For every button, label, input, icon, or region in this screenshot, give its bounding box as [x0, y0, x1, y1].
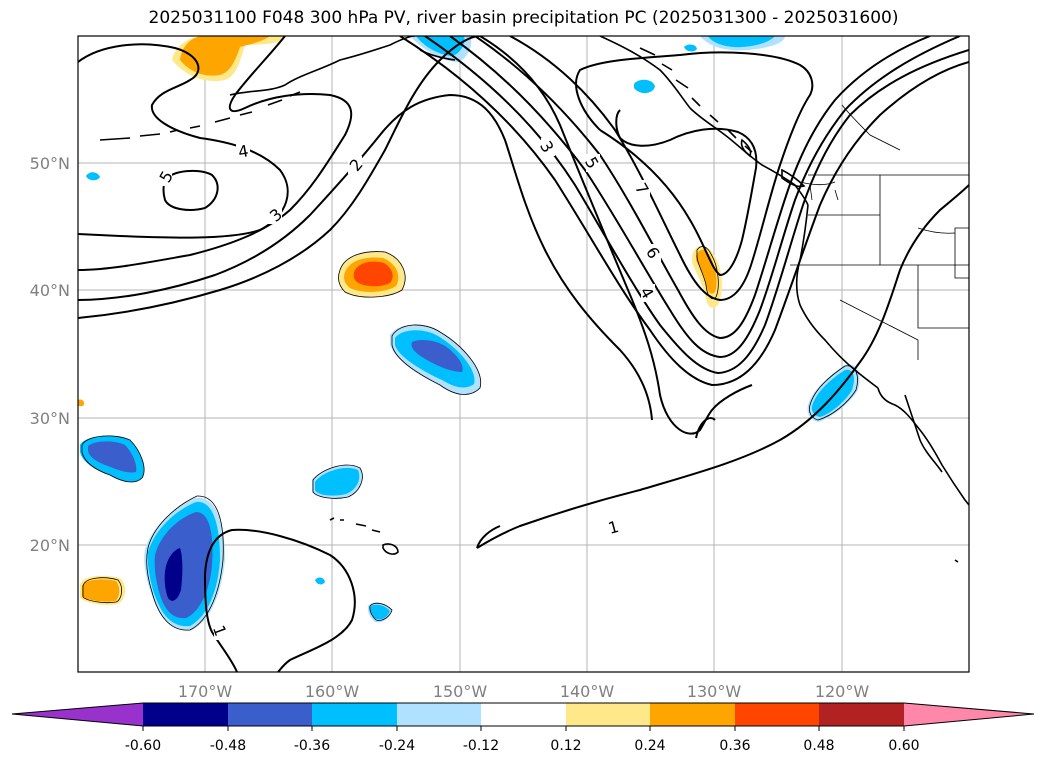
pv-contour [476, 184, 969, 549]
negative-anomaly [811, 369, 854, 417]
colorbar-label: 0.48 [803, 738, 834, 754]
colorbar-label: -0.60 [125, 738, 161, 754]
negative-anomaly [315, 577, 325, 585]
lon-label: 120°W [815, 682, 870, 701]
negative-anomaly [684, 44, 697, 52]
shading-outlines [81, 246, 858, 631]
pv-contour [78, 93, 653, 421]
lon-label: 160°W [305, 682, 360, 701]
lat-label: 40°N [30, 281, 70, 300]
colorbar: -0.60 -0.48 -0.36 -0.24 -0.12 0.12 0.24 … [11, 702, 1035, 754]
pv-contour-labels: 4 5 2 3 3 5 7 6 4 1 1 [156, 138, 664, 640]
colorbar-segment [312, 703, 397, 726]
lon-label: 140°W [560, 682, 615, 701]
precip-shading [78, 36, 860, 631]
pv-contour-label: 1 [606, 517, 621, 538]
pv-contour [424, 36, 969, 375]
colorbar-segment [12, 703, 143, 726]
pv-contour [476, 525, 501, 549]
positive-anomaly [180, 36, 270, 76]
coastlines [99, 36, 969, 563]
colorbar-segment [481, 703, 566, 726]
negative-anomaly [164, 548, 183, 601]
negative-anomaly [411, 340, 463, 372]
colorbar-label: 0.36 [719, 738, 750, 754]
pv-contour [449, 36, 961, 359]
negative-anomaly [708, 36, 775, 48]
pv-contour [162, 169, 219, 211]
pv-contour [78, 36, 353, 271]
map-frame [77, 35, 970, 673]
map-title: 2025031100 F048 300 hPa PV, river basin … [148, 8, 899, 28]
positive-anomaly [82, 579, 120, 602]
pv-contour [203, 528, 356, 672]
colorbar-segment [228, 703, 312, 726]
negative-anomaly [315, 467, 360, 496]
colorbar-label: 0.12 [550, 738, 581, 754]
lat-label: 50°N [30, 154, 70, 173]
political-boundaries [790, 104, 969, 360]
colorbar-segment [904, 703, 1034, 726]
colorbar-segment [397, 703, 481, 726]
lon-label: 170°W [178, 682, 233, 701]
colorbar-label: 0.24 [634, 738, 665, 754]
pv-contour [78, 36, 481, 319]
colorbar-label: -0.48 [210, 738, 246, 754]
positive-anomaly [353, 261, 393, 287]
negative-anomaly [86, 172, 100, 181]
colorbar-label: -0.12 [463, 738, 499, 754]
colorbar-label: -0.36 [294, 738, 330, 754]
lat-label: 30°N [30, 409, 70, 428]
negative-anomaly [88, 441, 137, 473]
colorbar-label: 0.60 [888, 738, 919, 754]
colorbar-segment [650, 703, 735, 726]
negative-anomaly [369, 604, 390, 620]
pv-contour-label: 4 [237, 141, 250, 161]
lon-label: 130°W [687, 682, 742, 701]
lon-label: 150°W [433, 682, 488, 701]
pv-contour [695, 417, 716, 439]
longitude-labels: 170°W 160°W 150°W 140°W 130°W 120°W [178, 682, 870, 701]
colorbar-segment [143, 703, 228, 726]
lat-label: 20°N [30, 536, 70, 555]
pv-contour [474, 36, 931, 340]
positive-anomaly [78, 399, 85, 406]
colorbar-segment [566, 703, 650, 726]
pv-contour [399, 36, 969, 387]
negative-anomaly [634, 79, 655, 94]
colorbar-segment [735, 703, 819, 726]
map-area: 4 5 2 3 3 5 7 6 4 1 1 [78, 36, 969, 672]
latitude-labels: 50°N 40°N 30°N 20°N [30, 154, 70, 555]
pv-contour [479, 36, 753, 435]
pv-contour [599, 109, 758, 277]
colorbar-label: -0.24 [379, 738, 415, 754]
colorbar-segment [819, 703, 904, 726]
